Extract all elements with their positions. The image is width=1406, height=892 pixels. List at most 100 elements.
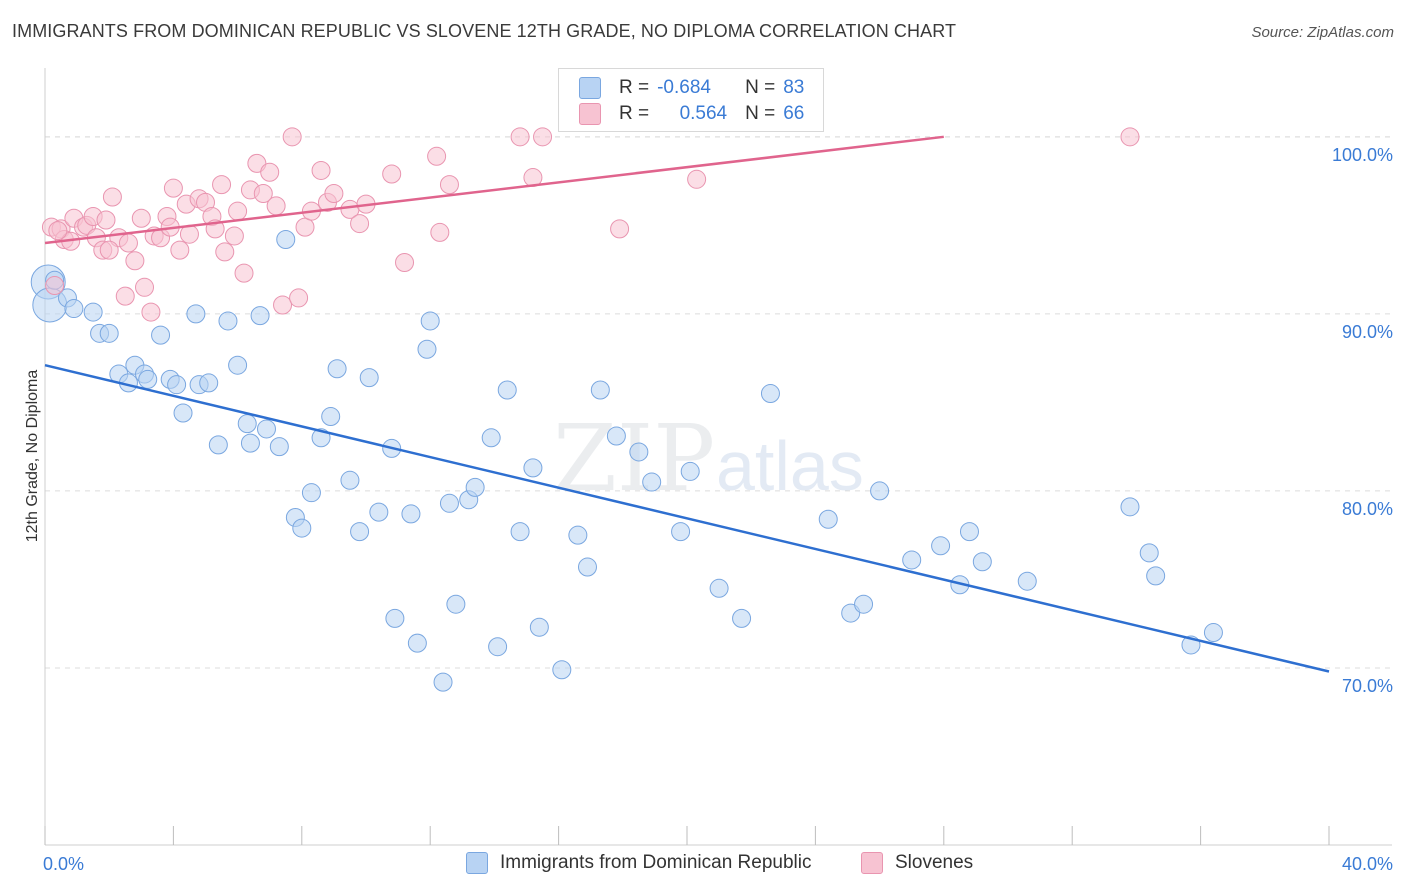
point-slovene: [533, 127, 553, 147]
n-label: N =: [745, 77, 776, 98]
stats-row-slovenes: R = 0.564 N = 66: [579, 102, 804, 126]
r-label: R =: [619, 77, 650, 98]
point-dominican: [523, 458, 543, 478]
point-slovene: [99, 240, 119, 260]
point-dominican: [488, 637, 508, 657]
point-dominican: [420, 311, 440, 331]
point-dominican: [629, 442, 649, 462]
y-tick-label: 70.0%: [1342, 676, 1393, 696]
point-slovene: [311, 160, 331, 180]
trend-line-dominican: [44, 363, 1330, 673]
x-tick-label: 0.0%: [43, 854, 84, 874]
point-dominican: [327, 359, 347, 379]
point-dominican: [481, 428, 501, 448]
legend-label: Slovenes: [895, 852, 974, 873]
point-dominican: [401, 504, 421, 524]
chart-title: IMMIGRANTS FROM DOMINICAN REPUBLIC VS SL…: [12, 21, 957, 41]
point-slovene: [439, 175, 459, 195]
point-dominican: [186, 304, 206, 324]
point-dominican: [276, 230, 296, 250]
trend-line-slovene: [44, 135, 944, 245]
point-slovene: [687, 169, 707, 189]
point-slovene: [215, 242, 235, 262]
point-dominican: [732, 608, 752, 628]
point-dominican: [250, 306, 270, 326]
point-slovene: [295, 217, 315, 237]
point-slovene: [266, 196, 286, 216]
point-dominican: [1120, 497, 1140, 517]
point-slovene: [118, 233, 138, 253]
point-dominican: [173, 403, 193, 423]
point-dominican: [240, 433, 260, 453]
point-dominican: [340, 470, 360, 490]
point-dominican: [931, 536, 951, 556]
point-dominican: [99, 323, 119, 343]
point-slovene: [170, 240, 190, 260]
legend-swatch-blue: [466, 852, 488, 874]
point-dominican: [269, 437, 289, 457]
point-slovene: [1120, 127, 1140, 147]
point-slovene: [382, 164, 402, 184]
y-tick-label: 90.0%: [1342, 322, 1393, 342]
point-dominican: [577, 557, 597, 577]
point-dominican: [854, 594, 874, 614]
point-dominican: [228, 355, 248, 375]
point-slovene: [163, 178, 183, 198]
point-slovene: [510, 127, 530, 147]
point-dominican: [552, 660, 572, 680]
point-slovene: [234, 263, 254, 283]
point-dominican: [642, 472, 662, 492]
point-dominican: [439, 493, 459, 513]
legend-item-dominican[interactable]: Immigrants from Dominican Republic: [466, 852, 812, 874]
point-dominican: [1146, 566, 1166, 586]
point-dominican: [1139, 543, 1159, 563]
stats-row-dominican: R = -0.684 N = 83: [579, 76, 804, 100]
point-slovene: [115, 286, 135, 306]
point-dominican: [760, 384, 780, 404]
point-dominican: [959, 522, 979, 542]
point-slovene: [45, 276, 65, 296]
legend-label: Immigrants from Dominican Republic: [500, 852, 812, 873]
point-slovene: [96, 210, 116, 230]
point-slovene: [260, 162, 280, 182]
grid-lines: [45, 136, 1392, 669]
y-tick-label: 100.0%: [1332, 145, 1393, 165]
point-slovene: [289, 288, 309, 308]
point-slovene: [282, 127, 302, 147]
point-dominican: [151, 325, 171, 345]
series-legend: Immigrants from Dominican Republic Slove…: [0, 852, 1406, 876]
point-dominican: [292, 518, 312, 538]
point-dominican: [138, 369, 158, 389]
point-slovene: [212, 175, 232, 195]
point-slovene: [610, 219, 630, 239]
point-dominican: [1017, 571, 1037, 591]
point-dominican: [64, 299, 84, 319]
point-dominican: [167, 375, 187, 395]
point-slovene: [135, 277, 155, 297]
legend-item-slovenes[interactable]: Slovenes: [861, 852, 973, 874]
point-dominican: [417, 339, 437, 359]
stats-legend: R = -0.684 N = 83 R = 0.564 N = 66: [558, 68, 824, 132]
point-slovene: [48, 221, 68, 241]
point-dominican: [529, 617, 549, 637]
point-dominican: [208, 435, 228, 455]
point-dominican: [1203, 623, 1223, 643]
point-dominican: [606, 426, 626, 446]
point-dominican: [818, 509, 838, 529]
point-slovene: [228, 201, 248, 221]
point-dominican: [83, 302, 103, 322]
point-dominican: [568, 525, 588, 545]
r-value: 0.564: [679, 103, 728, 124]
point-slovene: [125, 251, 145, 271]
point-dominican: [902, 550, 922, 570]
point-dominican: [510, 522, 530, 542]
point-dominican: [301, 483, 321, 503]
point-dominican: [497, 380, 517, 400]
point-dominican: [870, 481, 890, 501]
point-slovene: [324, 183, 344, 203]
point-dominican: [359, 368, 379, 388]
point-dominican: [680, 461, 700, 481]
point-dominican: [709, 578, 729, 598]
n-label: N =: [745, 103, 776, 124]
